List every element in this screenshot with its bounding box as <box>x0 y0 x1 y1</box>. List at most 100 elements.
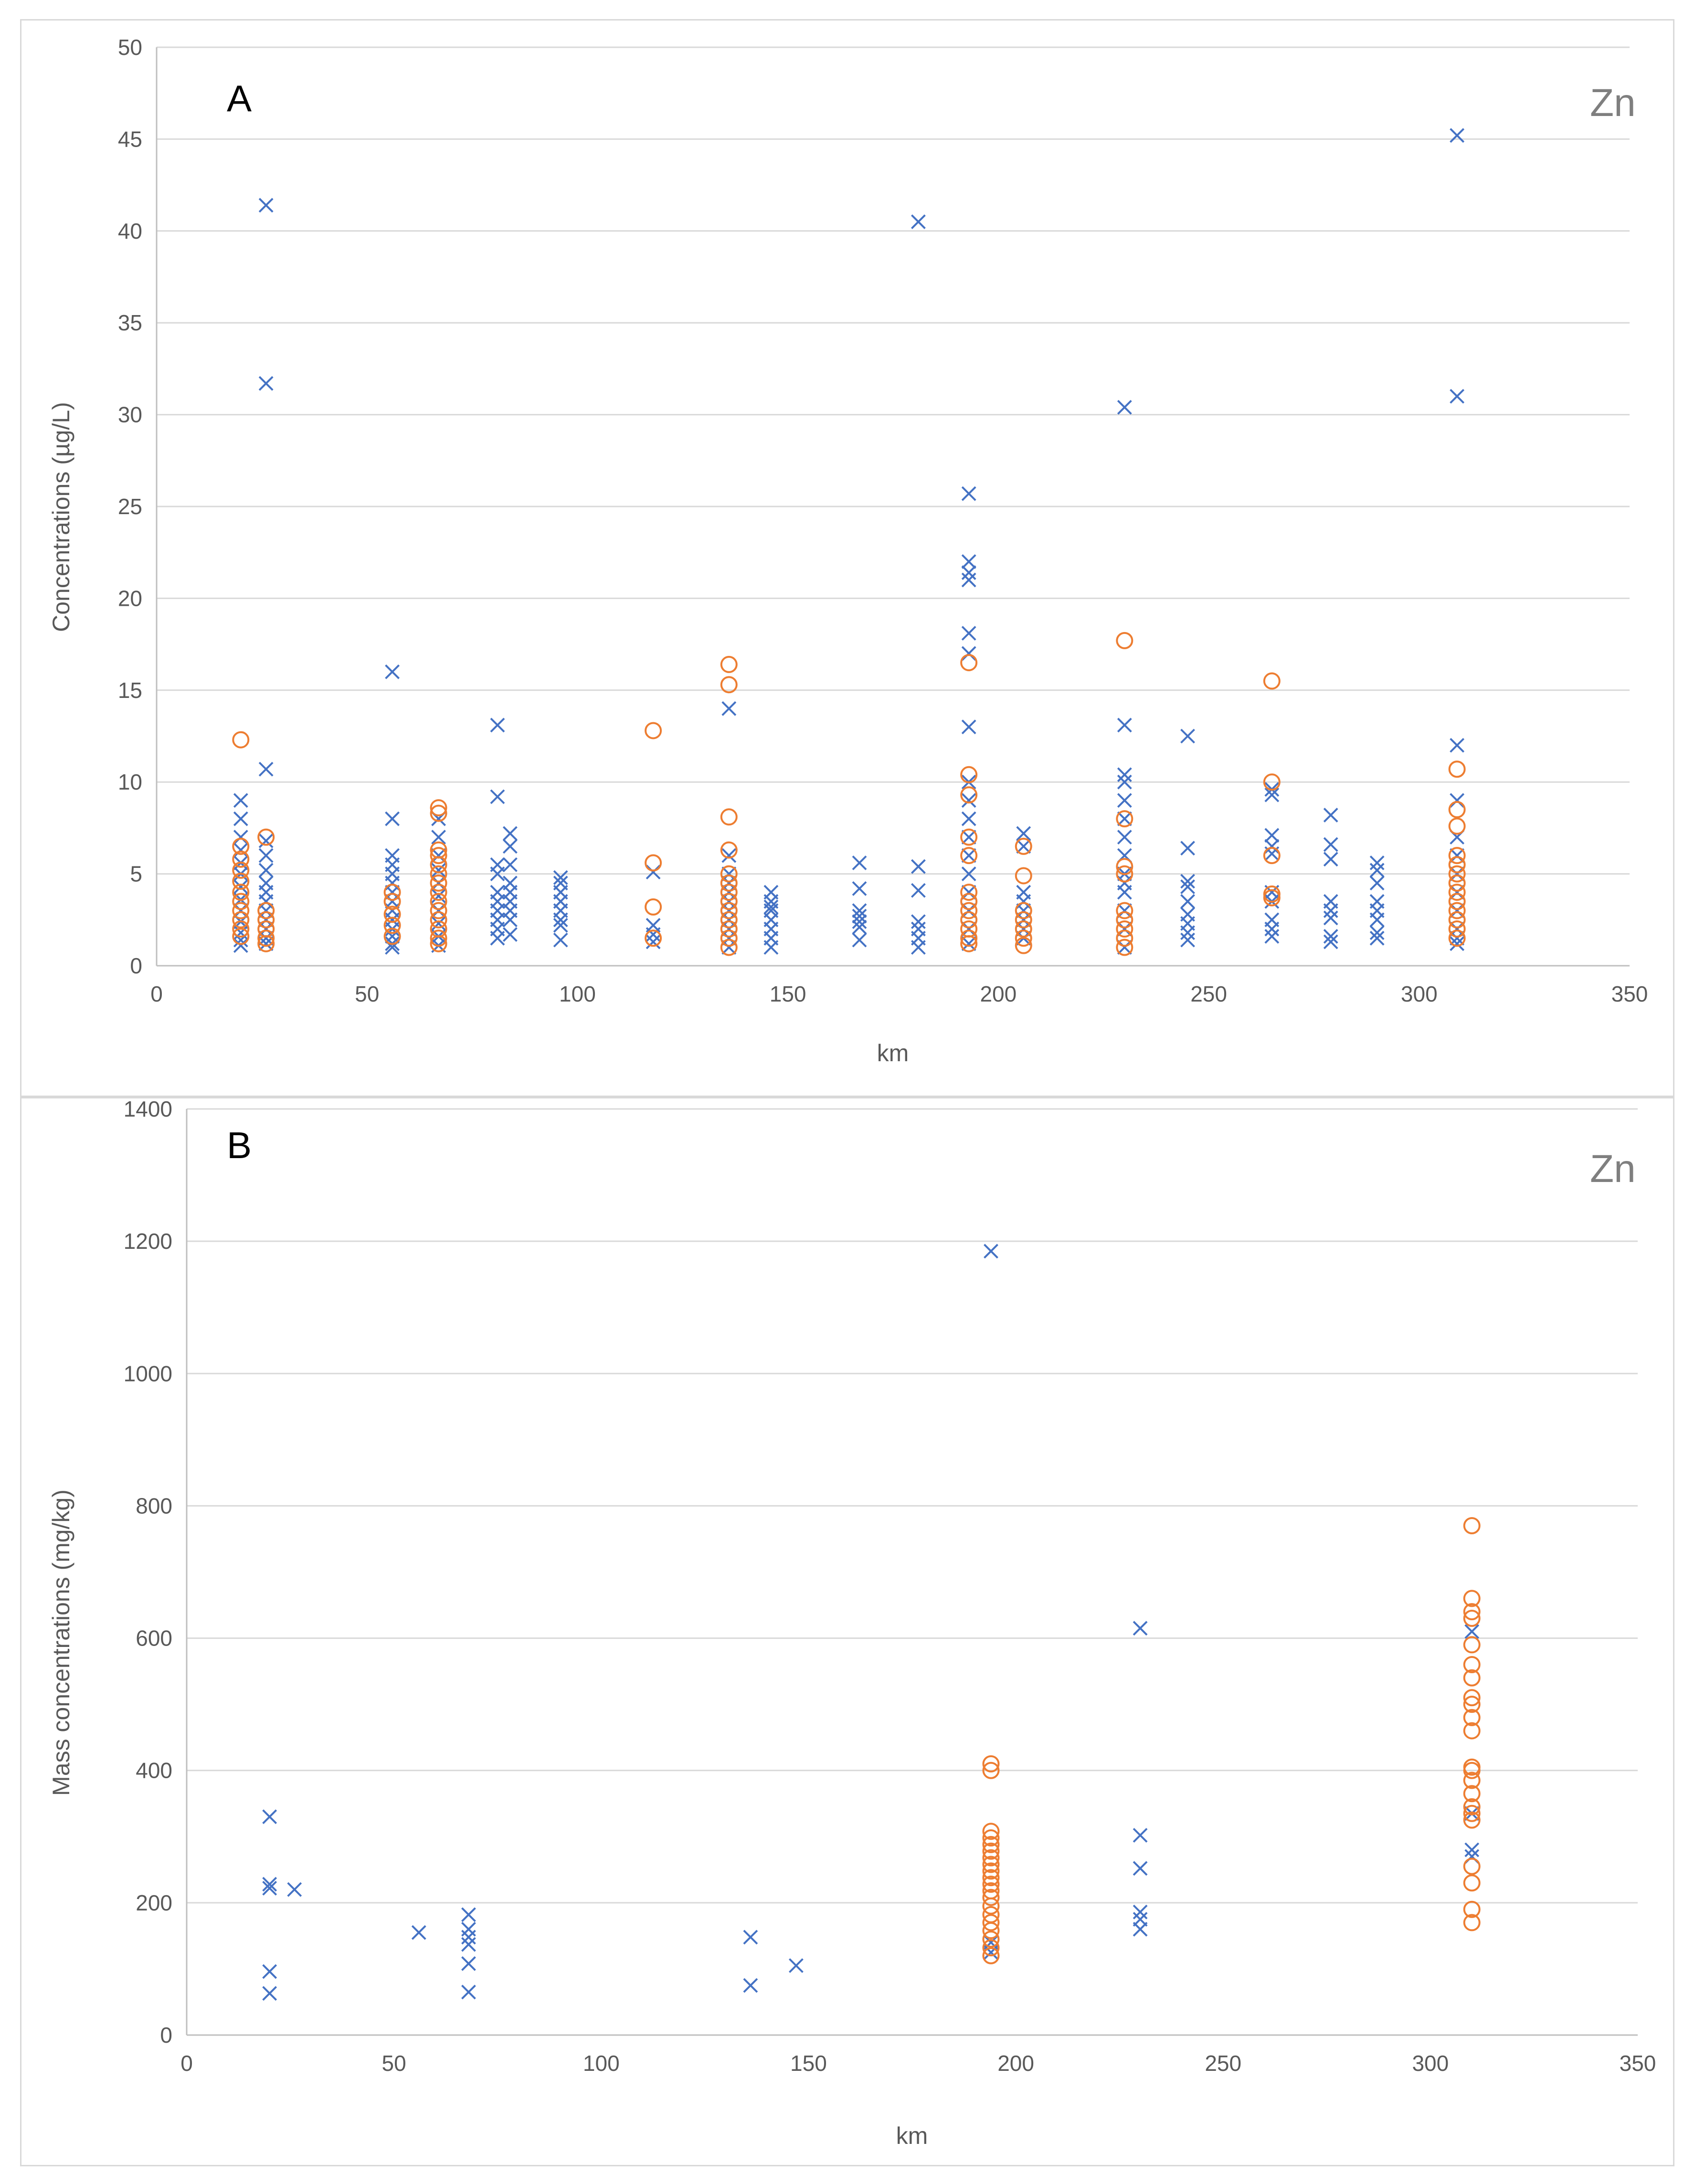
point-x-marker <box>502 927 518 942</box>
point-circle-marker <box>1448 847 1466 865</box>
point-circle-marker <box>982 1823 1000 1840</box>
point-x-marker <box>1133 1861 1148 1876</box>
point-x-marker <box>1369 912 1385 928</box>
point-circle-marker <box>1116 929 1134 947</box>
point-circle-marker <box>720 655 738 673</box>
point-x-marker <box>553 870 568 885</box>
panel-letter: B <box>227 1124 252 1166</box>
point-x-marker <box>1117 903 1132 918</box>
point-x-marker <box>961 486 976 501</box>
point-x-marker <box>961 572 976 588</box>
point-x-marker <box>553 912 568 928</box>
point-circle-marker <box>960 766 978 783</box>
point-x-marker <box>852 903 867 918</box>
point-x-marker <box>1264 929 1280 944</box>
point-circle-marker <box>1463 1900 1481 1918</box>
point-circle-marker <box>257 911 275 928</box>
point-x-marker <box>1450 885 1465 900</box>
point-circle-marker <box>1263 847 1281 865</box>
point-circle-marker <box>232 893 250 910</box>
point-x-marker <box>385 664 400 679</box>
point-x-marker <box>961 793 976 808</box>
point-circle-marker <box>232 920 250 938</box>
point-circle-marker <box>257 929 275 947</box>
point-x-marker <box>502 826 518 841</box>
point-x-marker <box>852 855 867 870</box>
point-x-marker <box>262 1880 277 1896</box>
point-x-marker <box>431 903 446 918</box>
point-x-marker <box>721 848 737 863</box>
zn-sediment-mass-concentration-chart: 0 200 400 600 800 1000 1200 1400 0 50 100 150 200 250… <box>48 1098 1656 2149</box>
point-circle-marker <box>645 722 662 739</box>
point-circle-marker <box>1463 1669 1481 1687</box>
point-x-marker <box>961 903 976 918</box>
point-x-marker <box>490 866 505 882</box>
x-tick-label: 350 <box>1620 2051 1656 2076</box>
point-x-marker <box>461 1956 476 1971</box>
point-circle-marker <box>430 799 447 817</box>
x-axis-title: km <box>896 2122 928 2149</box>
point-x-marker <box>1180 879 1195 894</box>
point-circle-marker <box>982 1939 1000 1957</box>
point-x-marker <box>431 916 446 931</box>
point-circle-marker <box>232 837 250 855</box>
y-axis-title: Mass concentrations (mg/kg) <box>48 1489 74 1796</box>
point-x-marker <box>911 883 926 898</box>
point-x-marker <box>1450 866 1465 882</box>
point-x-marker <box>961 811 976 826</box>
point-x-marker <box>233 938 248 953</box>
point-x-marker <box>258 936 274 951</box>
point-circle-marker <box>1448 929 1466 947</box>
point-x-marker <box>233 811 248 826</box>
y-tick-label: 50 <box>118 35 142 60</box>
point-x-marker <box>258 930 274 946</box>
point-circle-marker <box>257 902 275 919</box>
y-tick-label: 0 <box>130 953 142 978</box>
point-x-marker <box>287 1882 302 1897</box>
point-x-marker <box>743 1930 758 1945</box>
zn-water-concentration-chart: 0 5 10 15 20 25 30 35 40 45 50 0 50 100 150 200 250 300 35… <box>48 35 1648 1066</box>
y-axis-title: Concentrations (µg/L) <box>48 402 74 632</box>
point-circle-marker <box>430 893 447 910</box>
element-label: Zn <box>1590 1147 1636 1191</box>
point-circle-marker <box>720 920 738 938</box>
panel-b: 0 200 400 600 800 1000 1200 1400 0 50 100 150 200 250… <box>20 1097 1674 2166</box>
point-circle-marker <box>430 865 447 883</box>
point-x-marker <box>1016 826 1031 841</box>
point-x-marker <box>1180 894 1195 909</box>
point-x-marker <box>461 1984 476 2000</box>
y-tick-label: 15 <box>118 678 142 703</box>
point-x-marker <box>1450 793 1465 808</box>
point-x-marker <box>1464 1842 1480 1857</box>
y-tick-label: 800 <box>136 1493 172 1518</box>
point-circle-marker <box>1463 1689 1481 1707</box>
x-tick-label: 150 <box>790 2051 827 2076</box>
point-circle-marker <box>982 1922 1000 1940</box>
y-tick-label: 1400 <box>124 1098 172 1121</box>
point-circle-marker <box>232 884 250 901</box>
point-circle-marker <box>720 911 738 928</box>
point-x-marker <box>1323 910 1338 926</box>
x-tick-label: 300 <box>1412 2051 1449 2076</box>
y-tick-label: 10 <box>118 770 142 794</box>
x-tick-label: 0 <box>150 981 163 1006</box>
point-circle-marker <box>1463 1857 1481 1875</box>
point-circle-marker <box>383 893 401 910</box>
point-x-marker <box>233 903 248 918</box>
point-x-marker <box>502 912 518 928</box>
point-x-marker <box>1323 903 1338 918</box>
point-x-marker <box>1450 936 1465 951</box>
point-x-marker <box>1180 932 1195 948</box>
point-circle-marker <box>1463 1914 1481 1931</box>
point-x-marker <box>1117 793 1132 808</box>
y-tick-label: 35 <box>118 310 142 335</box>
point-x-marker <box>961 866 976 882</box>
point-circle-marker <box>430 929 447 947</box>
point-circle-marker <box>1448 920 1466 938</box>
point-circle-marker <box>1463 1656 1481 1673</box>
point-circle-marker <box>720 874 738 892</box>
point-circle-marker <box>960 902 978 919</box>
point-circle-marker <box>232 861 250 879</box>
y-tick-label: 40 <box>118 219 142 243</box>
point-circle-marker <box>720 676 738 694</box>
